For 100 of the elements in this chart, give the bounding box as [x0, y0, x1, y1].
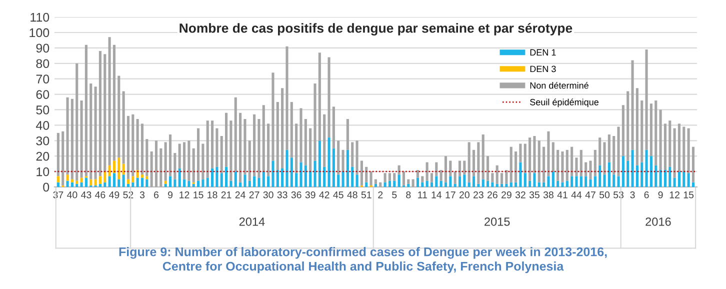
bar: [603, 174, 606, 187]
bar: [514, 182, 518, 187]
bar: [491, 182, 494, 187]
bar: [580, 176, 582, 187]
x-tick-label: 51: [361, 192, 372, 198]
bar: [682, 126, 686, 172]
y-tick-label: 40: [36, 120, 50, 130]
bar: [640, 162, 644, 187]
bar: [230, 180, 232, 187]
bar: [500, 184, 504, 187]
bar: [374, 179, 377, 184]
bar: [154, 140, 158, 187]
bar: [430, 173, 434, 182]
bar: [589, 160, 592, 180]
x-tick-label: 35: [529, 191, 540, 198]
bar: [98, 184, 102, 187]
bar: [108, 37, 111, 166]
bar: [76, 184, 78, 187]
bar: [351, 142, 354, 167]
bar: [682, 172, 686, 187]
bar: [538, 140, 540, 182]
bar: [542, 182, 546, 187]
x-tick-label: 20: [460, 191, 470, 198]
bar: [281, 168, 284, 187]
bar: [673, 128, 676, 178]
bar: [426, 180, 428, 187]
text: 2015: [484, 217, 510, 226]
x-tick-label: 17: [446, 192, 456, 198]
bar: [140, 124, 144, 175]
bar: [374, 184, 377, 187]
bar: [210, 120, 214, 168]
bar: [617, 126, 620, 176]
bar: [458, 160, 462, 176]
text: 2014: [239, 217, 265, 226]
bar: [524, 144, 526, 174]
bar: [258, 119, 260, 178]
bar: [98, 51, 102, 176]
bar: [402, 172, 406, 186]
bar: [552, 172, 554, 187]
x-tick-label: 38: [543, 191, 554, 198]
x-tick-label: 21: [221, 191, 232, 198]
x-tick-label: 8: [406, 191, 411, 198]
bar: [80, 178, 83, 182]
bar: [645, 150, 648, 187]
bar: [659, 170, 662, 187]
caption: Figure 9: Number of laboratory-confirmed cases of Dengue per week in 2013-2016, Centre for Occupational Health and Public Safety, French Polynesia: [119, 247, 607, 274]
bar: [458, 176, 462, 187]
bar: [66, 174, 69, 181]
bar: [393, 180, 396, 187]
x-tick-label: 2: [378, 191, 383, 198]
bar: [584, 176, 588, 187]
bar: [206, 178, 209, 187]
x-tick-label: 43: [81, 191, 92, 198]
bar: [94, 179, 97, 186]
bar: [323, 114, 326, 167]
bar: [505, 184, 508, 187]
bar: [164, 142, 167, 181]
bar: [295, 124, 298, 174]
x-tick-label: 39: [305, 191, 316, 198]
bar: [160, 148, 162, 187]
bar: [146, 179, 148, 187]
bar: [659, 110, 662, 170]
bar: [216, 166, 218, 187]
bar: [168, 176, 172, 187]
bar: [80, 100, 83, 178]
bar: [304, 165, 307, 187]
x-tick-label: 23: [474, 191, 484, 198]
bar: [234, 172, 237, 187]
bar: [435, 162, 438, 176]
bar: [556, 180, 560, 187]
bar: [580, 150, 582, 176]
x-tick-label: 12: [180, 191, 190, 198]
bar: [230, 120, 232, 181]
bar: [118, 179, 120, 187]
bar: [500, 173, 504, 184]
bar: [463, 160, 466, 175]
bar: [220, 173, 223, 187]
bar: [603, 142, 606, 175]
bar: [482, 179, 484, 187]
bar: [351, 166, 354, 187]
bar: [514, 151, 518, 182]
y-tick-label: 90: [36, 44, 50, 53]
x-tick-label: 46: [95, 191, 106, 198]
bar: [90, 83, 92, 180]
bar: [678, 172, 680, 187]
x-tick-label: 37: [53, 191, 64, 198]
bar: [370, 172, 372, 186]
bar: [342, 172, 344, 187]
bar: [318, 52, 321, 141]
bar: [304, 119, 307, 166]
chart-title: Nombre de cas positifs de dengue par semaine et par sérotype: [180, 23, 572, 36]
y-tick-label: 110: [30, 12, 50, 22]
bar: [314, 160, 316, 187]
bar: [122, 91, 125, 164]
bar: [654, 100, 658, 166]
x-tick-label: 18: [208, 191, 218, 198]
bar: [62, 131, 64, 186]
bar: [56, 182, 60, 187]
bar: [421, 182, 424, 187]
x-tick-label: 41: [557, 192, 568, 198]
